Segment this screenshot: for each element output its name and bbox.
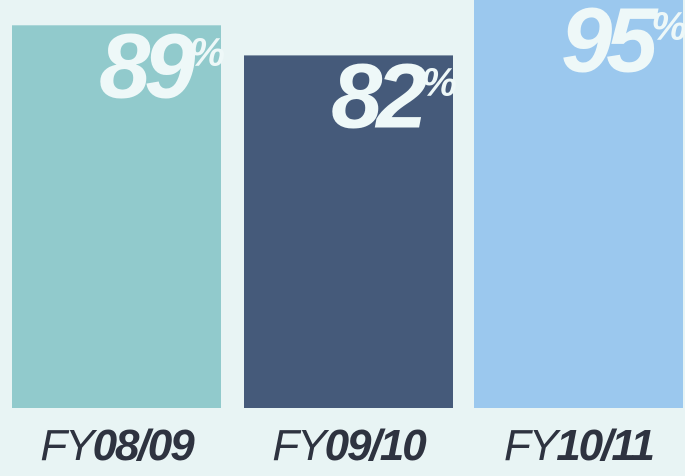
value-label: 89% <box>99 15 225 117</box>
x-tick-label: FY09/10 <box>272 421 427 470</box>
bar <box>474 0 683 408</box>
x-tick-label: FY08/09 <box>40 421 195 470</box>
bar <box>12 25 221 409</box>
value-label: 82% <box>331 45 457 147</box>
value-label: 95% <box>561 0 685 92</box>
bar <box>244 55 453 409</box>
x-tick-label: FY10/11 <box>504 421 654 470</box>
